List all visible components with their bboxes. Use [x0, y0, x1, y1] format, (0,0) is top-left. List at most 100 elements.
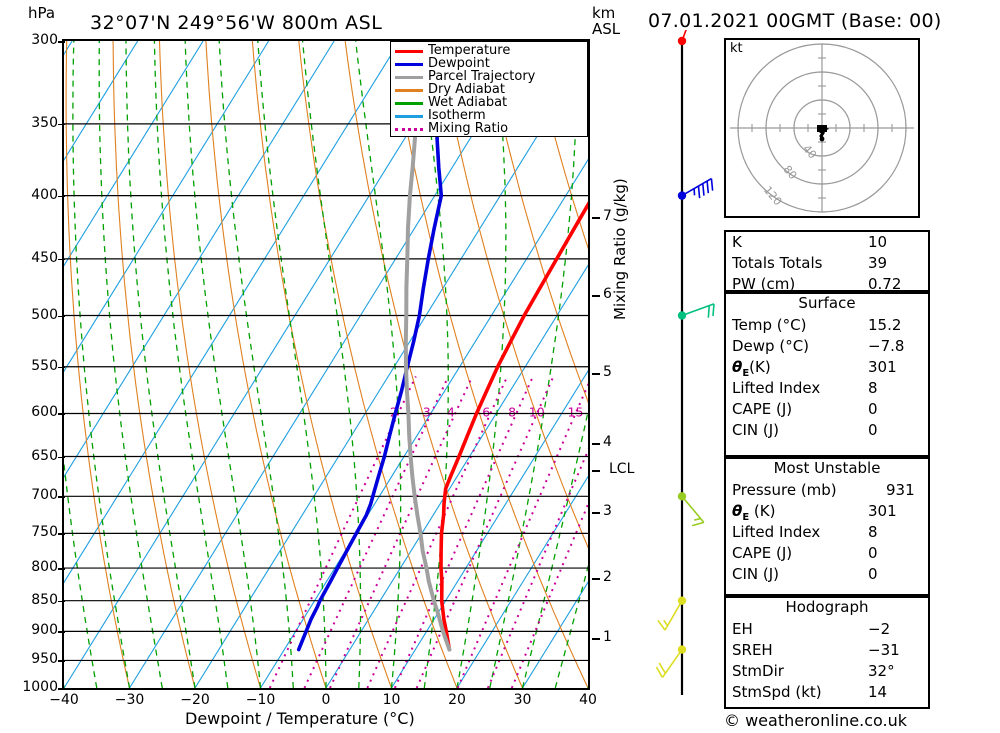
svg-text:80: 80: [781, 163, 800, 182]
credit-label: © weatheronline.co.uk: [724, 711, 907, 730]
info-row: SREH −31: [726, 640, 928, 661]
info-row: θE (K) 301: [726, 501, 928, 523]
pressure-tick-label: 1000: [22, 679, 58, 695]
svg-text:4: 4: [447, 405, 455, 420]
height-tick-mark: [592, 217, 600, 219]
info-row-key: Temp (°C): [732, 316, 807, 334]
info-row: Pressure (mb) 931: [726, 480, 928, 501]
pressure-tick-label: 400: [31, 186, 58, 203]
height-tick-mark: [592, 373, 600, 375]
pressure-tick-label: 600: [31, 404, 58, 421]
legend-swatch-icon: [394, 97, 424, 108]
most-unstable-panel: Most Unstable Pressure (mb) 931 θE (K) 301 L…: [724, 457, 930, 596]
info-row: StmSpd (kt) 14: [726, 682, 928, 703]
pressure-tick-label: 300: [31, 32, 58, 48]
pressure-tick-mark: [58, 413, 65, 415]
pressure-tick-mark: [58, 258, 65, 261]
pressure-tick-label: 800: [31, 559, 58, 576]
info-row-key: CIN (J): [732, 565, 780, 583]
temperature-tick-label: −10: [245, 692, 276, 708]
pressure-tick-mark: [58, 366, 65, 369]
lcl-tick-mark: [592, 470, 600, 472]
pressure-tick-mark: [58, 568, 65, 570]
info-row: CIN (J) 0: [726, 564, 928, 585]
legend-label: Dry Adiabat: [428, 82, 505, 97]
pressure-tick-label: 500: [31, 306, 58, 323]
legend-item-parcel-trajectory: Parcel Trajectory: [394, 69, 584, 84]
height-tick-label: 7: [603, 208, 612, 224]
model-run-title: 07.01.2021 00GMT (Base: 00): [648, 10, 942, 32]
legend-label: Dewpoint: [428, 56, 490, 71]
most-unstable-heading: Most Unstable: [773, 459, 881, 477]
info-row: Temp (°C) 15.2: [726, 315, 928, 336]
svg-text:10: 10: [529, 405, 545, 420]
hodograph[interactable]: 120 80 40 kt: [724, 38, 920, 218]
info-row-key: CAPE (J): [732, 544, 793, 562]
legend-swatch-icon: [394, 45, 424, 56]
info-row-value: −31: [868, 641, 900, 659]
temperature-tick-label: 0: [321, 692, 331, 708]
info-row: Lifted Index 8: [726, 378, 928, 399]
info-row-value: 0.72: [868, 275, 902, 293]
temperature-tick-label: 20: [448, 692, 466, 708]
surface-heading: Surface: [798, 294, 856, 312]
hodograph-stats-rows: EH −2 SREH −31 StmDir 32° StmSpd (kt) 14: [726, 619, 928, 703]
legend-item-temperature: Temperature: [394, 43, 584, 58]
pressure-tick-mark: [58, 496, 65, 498]
hodograph-unit-label: kt: [730, 41, 743, 56]
height-tick-mark: [592, 638, 600, 640]
height-tick-mark: [592, 512, 600, 514]
info-row-key: EH: [732, 620, 753, 638]
info-row: K 10: [726, 232, 928, 253]
legend-label: Wet Adiabat: [428, 95, 508, 110]
pressure-tick-mark: [58, 600, 65, 603]
legend-swatch-icon: [394, 58, 424, 69]
legend-swatch-icon: [394, 84, 424, 95]
skewt-plot[interactable]: 2346810152025: [62, 39, 590, 690]
surface-rows: Temp (°C) 15.2 Dewp (°C) −7.8 θE(K) 301 Lifted…: [726, 315, 928, 441]
pressure-tick-mark: [58, 123, 65, 126]
info-row-key: PW (cm): [732, 275, 796, 293]
pressure-tick-mark: [58, 660, 65, 662]
legend-item-dewpoint: Dewpoint: [394, 56, 584, 71]
info-row-value: 301: [868, 502, 897, 520]
legend-item-mixing-ratio: Mixing Ratio: [394, 121, 584, 136]
svg-text:8: 8: [508, 405, 516, 420]
height-asl-label: ASL: [592, 20, 621, 38]
info-row-value: −7.8: [868, 337, 905, 355]
page-title: 32°07'N 249°56'W 800m ASL: [90, 12, 383, 34]
info-row-value: 931: [886, 481, 915, 499]
height-tick-mark: [592, 295, 600, 297]
pressure-tick-mark: [58, 315, 65, 317]
x-axis-title: Dewpoint / Temperature (°C): [185, 709, 415, 728]
legend-label: Temperature: [428, 43, 511, 58]
legend-swatch-icon: [394, 110, 424, 121]
info-row-value: 8: [868, 379, 878, 397]
info-row: CIN (J) 0: [726, 420, 928, 441]
legend-item-dry-adiabat: Dry Adiabat: [394, 82, 584, 97]
height-tick-mark: [592, 578, 600, 580]
pressure-tick-label: 950: [31, 651, 58, 668]
legend: Temperature Dewpoint Parcel Trajectory Dry …: [390, 41, 588, 137]
pressure-tick-mark: [58, 456, 65, 458]
info-row-value: 10: [868, 233, 888, 251]
pressure-tick-label: 700: [31, 487, 58, 504]
wind-barb-canvas: [655, 8, 715, 695]
height-tick-label: 2: [603, 569, 612, 585]
pressure-tick-label: 450: [31, 249, 58, 266]
lcl-label: LCL: [609, 461, 635, 477]
info-row-value: 15.2: [868, 316, 902, 334]
info-row: Dewp (°C) −7.8: [726, 336, 928, 357]
pressure-tick-label: 900: [31, 622, 58, 639]
mixing-ratio-axis-title: Mixing Ratio (g/kg): [611, 178, 629, 320]
svg-text:3: 3: [423, 405, 431, 420]
pressure-unit-label: hPa: [28, 4, 56, 22]
pressure-tick-label: 350: [31, 114, 58, 131]
info-row-value: 0: [868, 565, 878, 583]
info-row-value: −2: [868, 620, 891, 638]
pressure-tick-label: 750: [31, 524, 58, 541]
legend-item-isotherm: Isotherm: [394, 108, 584, 123]
info-row: Totals Totals 39: [726, 253, 928, 274]
